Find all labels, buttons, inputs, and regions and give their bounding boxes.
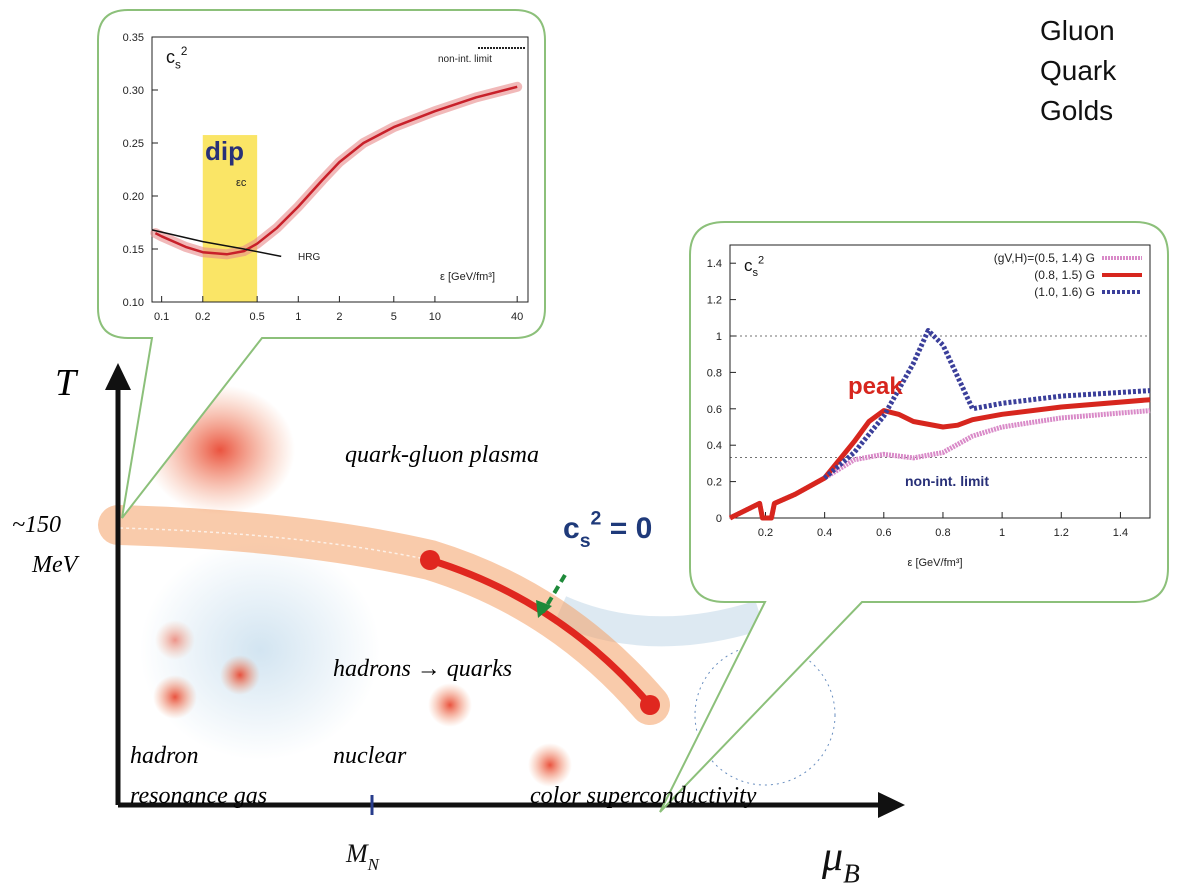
x-tick-label: 0.4 [817,527,832,539]
x-tick-label: 0.6 [876,527,891,539]
critical-label-rest: = 0 [601,512,652,545]
hadron [428,683,472,727]
side-text: Golds [1040,95,1113,126]
figure: GluonQuarkGoldsTμB~150MeVMNquark-gluon p… [0,0,1182,891]
mn-label: MN [345,839,381,874]
y-tick-label: 0.25 [123,138,144,150]
y-tick-label: 0.10 [123,297,144,309]
hadron [155,620,195,660]
hadron [153,675,197,719]
legend-label: (gV,H)=(0.5, 1.4) G [994,251,1095,265]
region-label: color superconductivity [530,783,757,809]
x-tick-label: 0.5 [250,311,265,323]
y-tick-label: 0.8 [707,367,722,379]
hadron [528,743,572,787]
y-label-sub: s [753,267,759,279]
y-tick-label: 1.4 [707,258,722,270]
region-label: hadron [130,743,198,769]
x-tick-label: 5 [391,311,397,323]
y-tick-label: 0.35 [123,32,144,44]
hadron [220,655,260,695]
x-axis-label: μB [821,834,860,889]
peak-label: peak [848,373,903,400]
x-tick-label: 0.8 [935,527,950,539]
x-tick-label: 1 [999,527,1005,539]
critical-label-main: c [563,512,580,545]
region-label: quark-gluon plasma [345,442,539,468]
x-tick-label: 1 [295,311,301,323]
legend-label: non-int. limit [438,54,492,65]
y-tick-label: 0.15 [123,244,144,256]
legend-label: (1.0, 1.6) G [1034,285,1095,299]
x-tick-label: 0.1 [154,311,169,323]
y-tick-label: 0.20 [123,191,144,203]
x-tick-label: 40 [511,311,523,323]
mn-label-main: M [345,839,369,868]
y-axis-label: T [55,362,79,404]
y-label-main: c [166,47,175,67]
x-axis-label-main: μ [821,834,843,880]
x-tick-label: 1.4 [1113,527,1128,539]
x-tick-label: 2 [336,311,342,323]
y-tick-label: 0.6 [707,404,722,416]
side-text: Quark [1040,55,1117,86]
mn-label-sub: N [367,855,381,874]
region-label: hadrons → quarks [333,656,512,682]
y-tick-label: 0.4 [707,440,722,452]
y-tick-label: 0.30 [123,85,144,97]
temp-value: ~150 [12,512,61,538]
y-tick-label: 0.2 [707,477,722,489]
endpoint [640,695,660,715]
y-tick-label: 1 [716,331,722,343]
limit-label: non-int. limit [905,473,989,489]
x-tick-label: 0.2 [758,527,773,539]
critical-point [420,550,440,570]
hrg-label: HRG [298,252,320,263]
region-label: resonance gas [130,783,267,809]
legend-label: (0.8, 1.5) G [1034,268,1095,282]
temp-unit: MeV [31,552,80,578]
side-text: Gluon [1040,15,1115,46]
critical-label-sub: s [580,530,591,552]
y-arrow [105,363,131,390]
x-tick-label: 0.2 [195,311,210,323]
x-label: ε [GeV/fm³] [907,557,962,569]
y-label-sub: s [175,58,181,71]
region-label: nuclear [333,743,407,769]
x-axis-label-sub: B [843,859,860,889]
ec-label: εc [236,177,247,189]
critical-label: cs2 = 0 [563,508,652,553]
x-tick-label: 1.2 [1054,527,1069,539]
x-arrow [878,792,905,818]
y-label-sup: 2 [758,254,764,266]
y-label-sup: 2 [181,45,188,58]
dip-label: dip [205,136,244,166]
y-tick-label: 1.2 [707,295,722,307]
critical-label-sup: 2 [591,508,602,530]
x-tick-label: 10 [429,311,441,323]
x-label: ε [GeV/fm³] [440,271,495,283]
y-tick-label: 0 [716,513,722,525]
